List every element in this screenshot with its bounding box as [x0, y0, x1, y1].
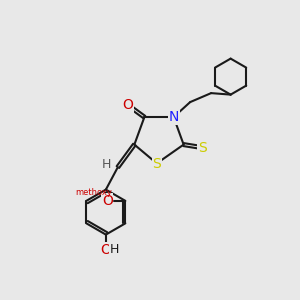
Text: O: O: [122, 98, 133, 112]
Text: S: S: [152, 157, 161, 171]
Text: S: S: [198, 141, 207, 154]
Text: methoxy: methoxy: [75, 188, 112, 197]
Text: H: H: [102, 158, 111, 171]
Text: O: O: [102, 194, 113, 208]
Text: O: O: [100, 243, 111, 256]
Text: N: N: [168, 110, 179, 124]
Text: H: H: [110, 243, 119, 256]
